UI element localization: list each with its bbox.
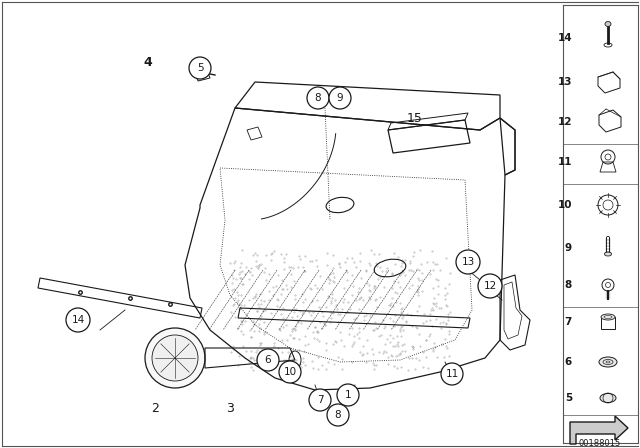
Ellipse shape [605, 252, 611, 256]
Text: 3: 3 [226, 401, 234, 414]
Text: 14: 14 [557, 33, 572, 43]
Text: 4: 4 [143, 56, 152, 69]
Text: 8: 8 [564, 280, 572, 290]
Text: 13: 13 [557, 77, 572, 87]
Text: 6: 6 [265, 355, 271, 365]
Circle shape [441, 363, 463, 385]
Circle shape [309, 389, 331, 411]
Text: 6: 6 [564, 357, 572, 367]
Circle shape [329, 87, 351, 109]
Circle shape [337, 384, 359, 406]
Ellipse shape [605, 22, 611, 26]
Text: 12: 12 [483, 281, 497, 291]
Polygon shape [570, 416, 628, 444]
Text: 12: 12 [557, 117, 572, 127]
Text: 00188015: 00188015 [579, 439, 621, 448]
Text: 9: 9 [565, 243, 572, 253]
Circle shape [152, 335, 198, 381]
Circle shape [257, 349, 279, 371]
Circle shape [456, 250, 480, 274]
Text: 10: 10 [284, 367, 296, 377]
Text: 5: 5 [564, 393, 572, 403]
Text: 7: 7 [564, 317, 572, 327]
Text: 15: 15 [407, 112, 423, 125]
Text: 8: 8 [315, 93, 321, 103]
Text: 14: 14 [72, 315, 84, 325]
Circle shape [327, 404, 349, 426]
Text: 8: 8 [335, 410, 341, 420]
Text: 2: 2 [151, 401, 159, 414]
Text: 5: 5 [196, 63, 204, 73]
Text: 9: 9 [337, 93, 343, 103]
Text: 13: 13 [461, 257, 475, 267]
Text: 1: 1 [345, 390, 351, 400]
Circle shape [307, 87, 329, 109]
Text: 7: 7 [317, 395, 323, 405]
Ellipse shape [601, 314, 615, 320]
Ellipse shape [600, 393, 616, 402]
Circle shape [66, 308, 90, 332]
Text: 11: 11 [557, 157, 572, 167]
Circle shape [279, 361, 301, 383]
Circle shape [189, 57, 211, 79]
Ellipse shape [599, 357, 617, 367]
Text: 11: 11 [445, 369, 459, 379]
Circle shape [478, 274, 502, 298]
Circle shape [145, 328, 205, 388]
Text: 10: 10 [557, 200, 572, 210]
